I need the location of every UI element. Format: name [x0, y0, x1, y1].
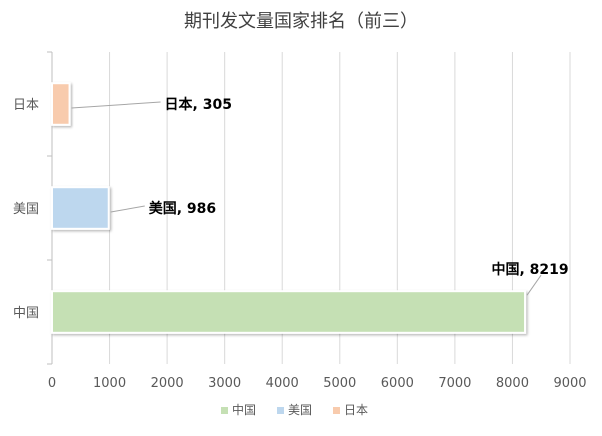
- chart-title: 期刊发文量国家排名（前三）: [184, 11, 418, 32]
- legend-swatch: [221, 407, 228, 414]
- leader-line: [71, 101, 161, 109]
- legend-label: 中国: [232, 402, 256, 417]
- x-tick-label: 6000: [381, 376, 414, 391]
- x-tick-label: 7000: [438, 376, 471, 391]
- y-tick-label: 中国: [13, 306, 39, 321]
- leader-line: [526, 274, 542, 296]
- data-labels: 中国, 8219 美国, 986 日本, 305: [71, 96, 569, 296]
- legend-label: 美国: [288, 403, 312, 417]
- legend-item-cat-1: 美国: [277, 403, 312, 417]
- data-label-cat-0: 中国, 8219: [491, 261, 568, 278]
- legend-swatch: [333, 407, 340, 414]
- data-label-cat-1: 美国, 986: [149, 200, 216, 217]
- x-tick-label: 2000: [151, 376, 184, 391]
- legend-item-cat-0: 中国: [221, 402, 256, 417]
- y-tick-label: 美国: [13, 202, 39, 217]
- legend-swatch: [277, 407, 284, 414]
- legend: 中国 美国 日本: [221, 402, 368, 417]
- x-tick-label: 0: [48, 376, 56, 391]
- bar-cat-1: [51, 186, 110, 230]
- y-tick-label: 日本: [13, 98, 39, 113]
- x-tick-label: 1000: [93, 376, 126, 391]
- x-tick-label: 9000: [553, 376, 586, 391]
- bar-cat-0: [51, 290, 527, 334]
- data-label-cat-2: 日本, 305: [165, 96, 232, 113]
- x-tick-label: 5000: [323, 376, 356, 391]
- bars: [51, 82, 527, 334]
- x-tick-label: 8000: [496, 376, 529, 391]
- x-tick-label: 3000: [208, 376, 241, 391]
- grid-lines: [109, 52, 571, 364]
- leader-line: [110, 205, 145, 213]
- x-tick-label: 4000: [266, 376, 299, 391]
- bar-cat-2: [51, 82, 71, 126]
- legend-label: 日本: [344, 403, 368, 417]
- legend-item-cat-2: 日本: [333, 403, 368, 417]
